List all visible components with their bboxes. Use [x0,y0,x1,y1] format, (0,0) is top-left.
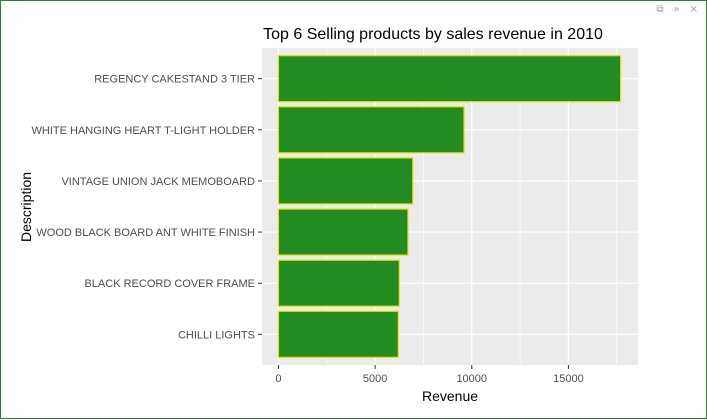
bar [277,55,622,103]
y-axis-label: Description [18,172,34,242]
y-tick-label: CHILLI LIGHTS [178,329,255,341]
x-axis-label: Revenue [422,388,478,404]
popout-icon[interactable]: ⧉ [656,4,664,15]
y-tick-label: VINTAGE UNION JACK MEMOBOARD [61,176,255,188]
x-tick-label: 0 [275,373,281,385]
x-tick-label: 15000 [553,373,584,385]
y-tick-label: WOOD BLACK BOARD ANT WHITE FINISH [36,227,255,239]
y-tick-label: WHITE HANGING HEART T-LIGHT HOLDER [32,125,256,137]
window-toolbar: ⧉ » × [656,4,698,16]
bars [277,55,622,358]
bar [277,259,400,307]
bar [277,157,414,205]
close-icon[interactable]: × [689,4,698,15]
x-tick-label: 10000 [456,373,487,385]
x-tick-labels: 0 5000 10000 15000 [275,365,584,385]
collapse-icon[interactable]: » [673,4,680,15]
bar [277,208,409,256]
chart-title: Top 6 Selling products by sales revenue … [263,26,603,43]
y-tick-labels: REGENCY CAKESTAND 3 TIER WHITE HANGING HE… [32,74,262,341]
bar [277,106,465,154]
bar [277,310,399,358]
x-tick-label: 5000 [363,373,387,385]
y-tick-label: BLACK RECORD COVER FRAME [84,278,255,290]
y-tick-label: REGENCY CAKESTAND 3 TIER [94,74,255,86]
